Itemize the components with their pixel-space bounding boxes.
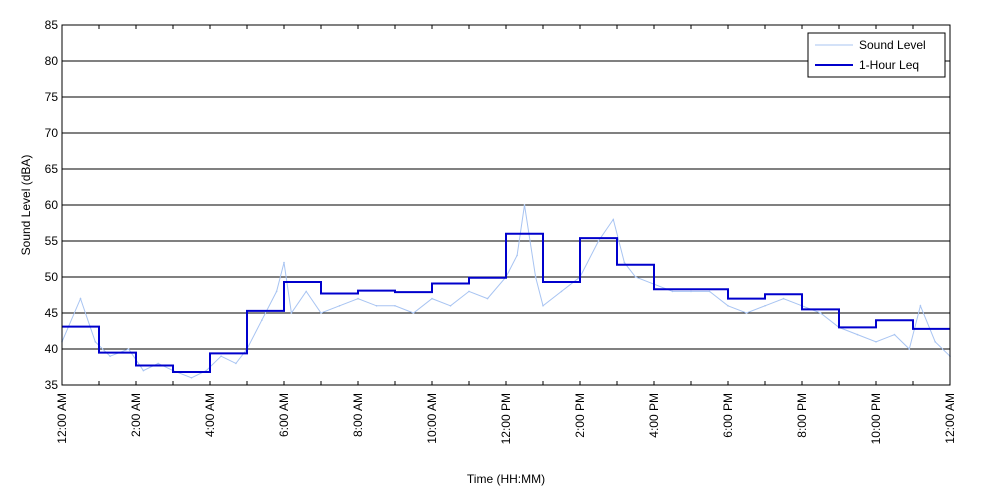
sound-level-point (290, 312, 293, 314)
sound-level-point (220, 355, 222, 358)
legend-label-1-hour-leq: 1-Hour Leq (859, 58, 919, 72)
sound-level-point (745, 312, 748, 314)
sound-level-point (486, 297, 489, 300)
y-tick-label: 65 (45, 162, 59, 176)
x-axis-label: Time (HH:MM) (467, 472, 545, 486)
sound-level-point (523, 204, 526, 206)
sound-level-point (375, 305, 378, 307)
sound-level-point (612, 218, 615, 221)
x-tick-label: 6:00 AM (277, 393, 291, 437)
sound-level-point (634, 276, 637, 278)
sound-level-point (468, 290, 470, 293)
x-tick-label: 8:00 PM (795, 393, 809, 438)
sound-level-point (764, 305, 766, 307)
sound-level-point (275, 290, 278, 293)
x-tick-label: 12:00 AM (943, 393, 957, 444)
y-tick-label: 70 (45, 126, 59, 140)
y-tick-labels: 35 40 45 50 55 60 65 70 75 80 85 (45, 18, 59, 392)
y-tick-label: 80 (45, 54, 59, 68)
sound-level-point (338, 305, 341, 307)
sound-level-point (412, 312, 415, 314)
sound-level-point (516, 254, 518, 257)
sound-level-point (934, 341, 936, 343)
y-tick-label: 60 (45, 198, 59, 212)
sound-level-point (908, 348, 911, 350)
sound-level-point (142, 369, 145, 372)
legend-label-sound-level: Sound Level (859, 38, 926, 52)
sound-level-point (856, 333, 859, 336)
plot-frame (61, 24, 951, 386)
sound-level-point (597, 240, 600, 242)
y-tick-label: 50 (45, 270, 59, 284)
x-tick-label: 2:00 PM (573, 393, 587, 438)
y-tick-label: 45 (45, 306, 59, 320)
y-tick-label: 55 (45, 234, 59, 248)
sound-level-point (875, 341, 877, 343)
series-line-1-hour-leq (62, 232, 950, 374)
sound-level-point (623, 261, 626, 264)
sound-level-point (357, 297, 359, 300)
x-tick-label: 12:00 PM (499, 393, 513, 444)
sound-level-point (560, 290, 563, 293)
x-tick-label: 2:00 AM (129, 393, 143, 437)
sound-level-point (727, 305, 729, 307)
legend-box (807, 32, 946, 78)
y-axis-label: Sound Level (dBA) (19, 155, 33, 256)
y-tick-label: 40 (45, 342, 59, 356)
sound-level-point (819, 312, 822, 314)
sound-level-point (394, 305, 396, 307)
sound-level-point (283, 261, 285, 264)
sound-level-point (690, 290, 692, 293)
x-tick-label: 4:00 PM (647, 393, 661, 438)
x-tick-label: 10:00 AM (425, 393, 439, 444)
sound-level-point (320, 312, 322, 314)
legend: Sound Level 1-Hour Leq (807, 32, 946, 78)
sound-level-point (919, 305, 922, 307)
sound-level-point (109, 355, 111, 358)
x-tick-label: 6:00 PM (721, 393, 735, 438)
sound-level-point (708, 290, 711, 293)
x-tick-label: 12:00 AM (55, 393, 69, 444)
sound-level-point (782, 297, 785, 300)
sound-level-point (79, 297, 82, 300)
sound-level-point (449, 305, 452, 307)
x-tick-label: 10:00 PM (869, 393, 883, 444)
sound-level-point (261, 319, 263, 322)
sound-level-point (127, 348, 130, 350)
sound-level-point (542, 305, 544, 307)
sound-level-point (157, 362, 159, 365)
sound-level-point (671, 290, 674, 293)
sound-level-point (235, 362, 237, 365)
sound-level-point (94, 341, 97, 343)
y-tick-label: 35 (45, 378, 59, 392)
y-tick-label: 75 (45, 90, 59, 104)
series-layer (61, 204, 951, 379)
sound-level-point (205, 369, 208, 372)
sound-level-point (431, 297, 433, 300)
axis-ticks (61, 25, 951, 385)
sound-level-point (305, 290, 308, 293)
x-tick-labels: 12:00 AM 2:00 AM 4:00 AM 6:00 AM 8:00 AM 10:0… (55, 393, 957, 444)
y-tick-label: 85 (45, 18, 59, 32)
x-tick-label: 4:00 AM (203, 393, 217, 437)
sound-level-point (534, 276, 537, 278)
x-tick-label: 8:00 AM (351, 393, 365, 437)
sound-level-point (893, 333, 896, 336)
sound-level-point (190, 377, 193, 379)
